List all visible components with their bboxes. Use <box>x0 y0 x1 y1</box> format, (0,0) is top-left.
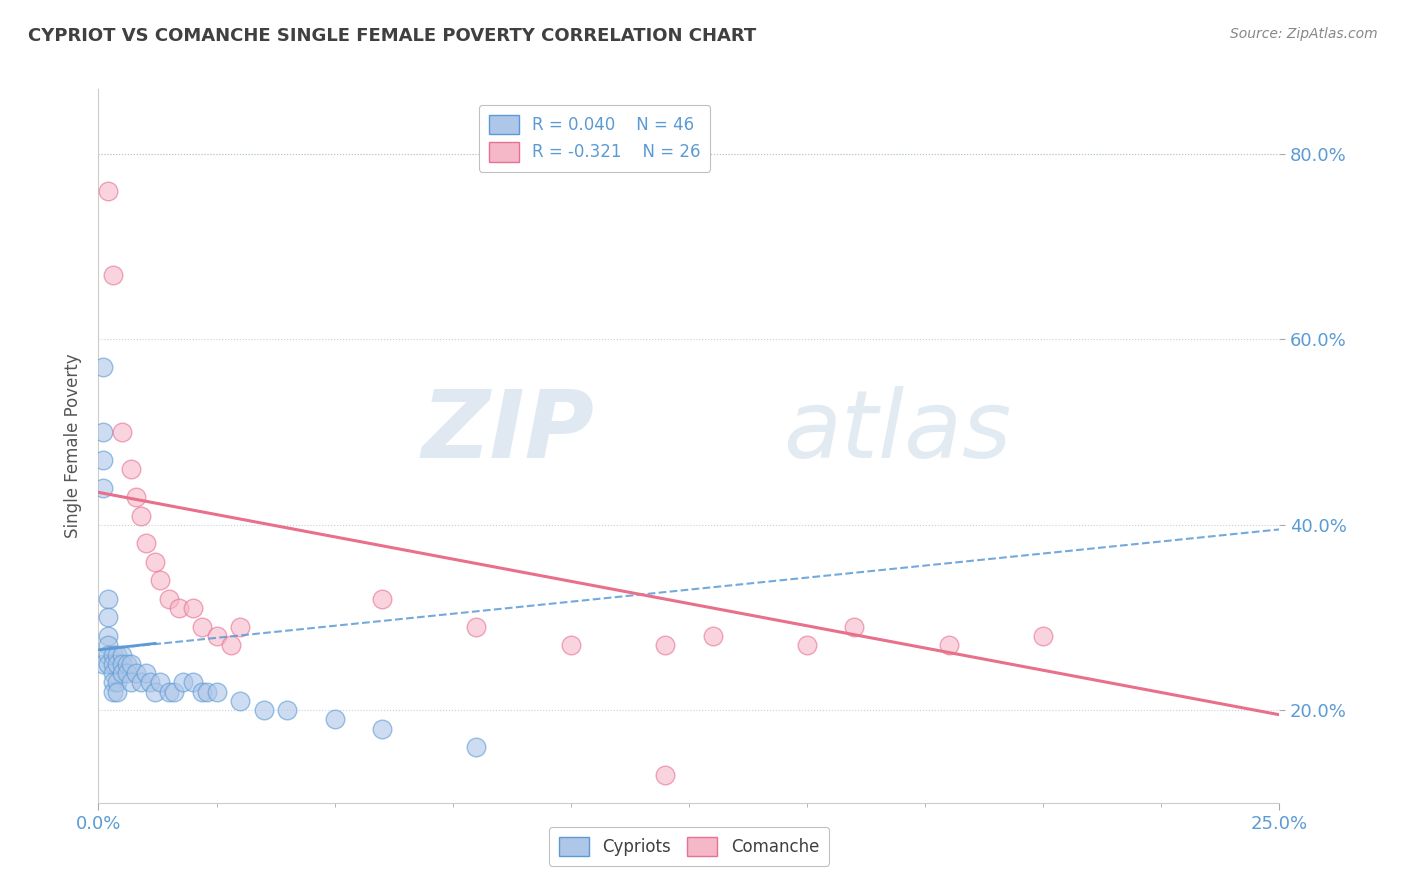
Point <box>702 629 724 643</box>
Legend: Cypriots, Comanche: Cypriots, Comanche <box>548 827 830 866</box>
Point <box>181 675 204 690</box>
Point <box>1032 629 1054 643</box>
Point <box>654 768 676 782</box>
Point <box>105 675 128 690</box>
Point <box>91 657 114 671</box>
Point <box>97 591 120 606</box>
Point <box>97 184 120 198</box>
Point <box>125 490 148 504</box>
Point <box>143 684 166 698</box>
Point <box>97 648 120 662</box>
Point <box>115 666 138 681</box>
Point <box>121 657 143 671</box>
Point <box>121 462 143 476</box>
Point <box>229 620 252 634</box>
Point <box>101 675 124 690</box>
Point <box>101 657 124 671</box>
Point <box>465 620 488 634</box>
Point <box>276 703 298 717</box>
Point <box>97 629 120 643</box>
Point <box>91 360 114 375</box>
Point <box>157 591 180 606</box>
Point <box>105 684 128 698</box>
Point <box>105 648 128 662</box>
Point <box>654 638 676 652</box>
Point <box>149 574 172 588</box>
Point <box>219 638 242 652</box>
Point <box>195 684 218 698</box>
Point <box>101 648 124 662</box>
Point <box>157 684 180 698</box>
Point <box>844 620 866 634</box>
Point <box>121 675 143 690</box>
Text: Source: ZipAtlas.com: Source: ZipAtlas.com <box>1230 27 1378 41</box>
Point <box>97 638 120 652</box>
Point <box>91 453 114 467</box>
Point <box>253 703 276 717</box>
Point <box>135 536 157 550</box>
Point <box>91 425 114 439</box>
Point <box>191 620 214 634</box>
Point <box>229 694 252 708</box>
Point <box>111 666 134 681</box>
Point <box>796 638 818 652</box>
Point <box>172 675 194 690</box>
Point <box>111 648 134 662</box>
Point <box>101 666 124 681</box>
Point <box>105 657 128 671</box>
Text: atlas: atlas <box>783 386 1012 477</box>
Point <box>167 601 190 615</box>
Point <box>371 722 394 736</box>
Point <box>143 555 166 569</box>
Point <box>149 675 172 690</box>
Point <box>91 481 114 495</box>
Point <box>371 591 394 606</box>
Point <box>125 666 148 681</box>
Point <box>111 425 134 439</box>
Point <box>163 684 186 698</box>
Point <box>205 629 228 643</box>
Point <box>97 610 120 624</box>
Point <box>115 657 138 671</box>
Point <box>465 740 488 755</box>
Point <box>101 684 124 698</box>
Point <box>560 638 582 652</box>
Point <box>139 675 162 690</box>
Point <box>181 601 204 615</box>
Text: CYPRIOT VS COMANCHE SINGLE FEMALE POVERTY CORRELATION CHART: CYPRIOT VS COMANCHE SINGLE FEMALE POVERT… <box>28 27 756 45</box>
Point <box>135 666 157 681</box>
Point <box>191 684 214 698</box>
Point <box>97 657 120 671</box>
Point <box>205 684 228 698</box>
Text: ZIP: ZIP <box>422 385 595 478</box>
Point <box>129 508 152 523</box>
Point <box>111 657 134 671</box>
Y-axis label: Single Female Poverty: Single Female Poverty <box>65 354 83 538</box>
Point <box>323 712 346 726</box>
Point <box>101 268 124 282</box>
Point <box>938 638 960 652</box>
Point <box>129 675 152 690</box>
